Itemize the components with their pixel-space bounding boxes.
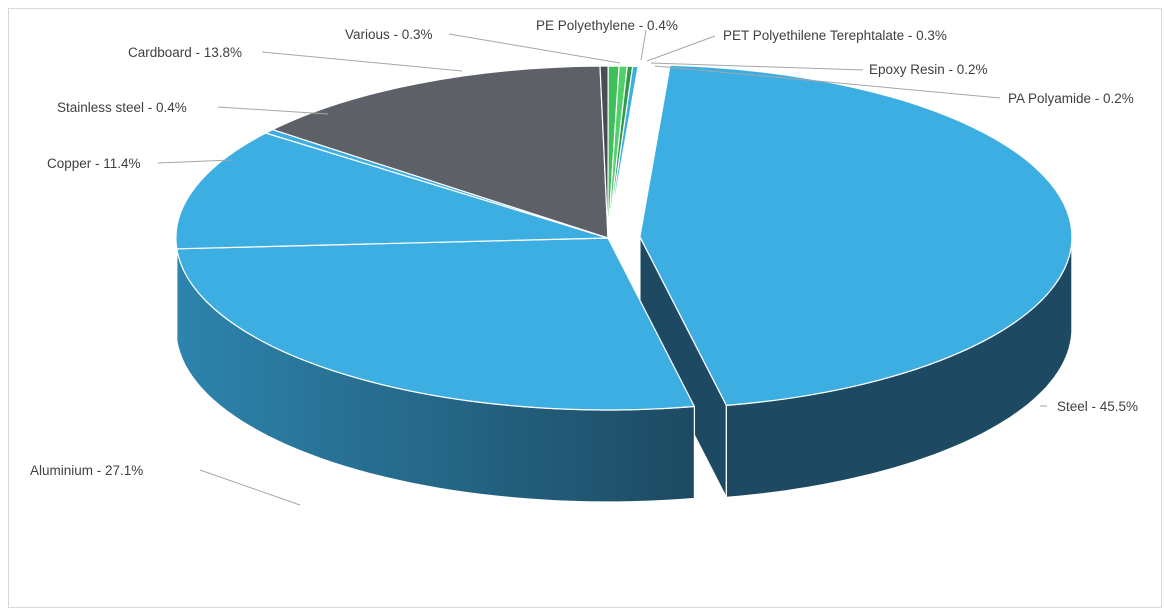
slice-label-pe-polyethylene: PE Polyethylene - 0.4% (536, 18, 678, 33)
slice-label-aluminium: Aluminium - 27.1% (30, 463, 143, 478)
leader-line-stainless-steel (217, 106, 329, 115)
slice-label-steel: Steel - 45.5% (1057, 399, 1138, 414)
leader-line-aluminium (199, 469, 301, 506)
leader-line-pet-polyethilene-terephtalate (646, 35, 716, 62)
slice-steel[interactable] (639, 64, 1073, 406)
slice-label-various: Various - 0.3% (345, 27, 433, 42)
slice-pa-polyamide[interactable] (607, 65, 639, 239)
leader-line-epoxy-resin (650, 62, 864, 71)
slice-cardboard[interactable] (272, 65, 609, 239)
slice-label-cardboard: Cardboard - 13.8% (128, 45, 242, 60)
slice-label-stainless-steel: Stainless steel - 0.4% (57, 100, 187, 115)
slice-labels: Steel - 45.5% Aluminium - 27.1% Copper - 1… (30, 18, 1138, 478)
pie-tops (175, 64, 1073, 411)
slice-aluminium[interactable] (176, 237, 695, 411)
slice-label-copper: Copper - 11.4% (47, 156, 141, 171)
leader-line-copper (157, 159, 233, 164)
slice-label-pa-polyamide: PA Polyamide - 0.2% (1008, 91, 1134, 106)
slice-label-pet-polyethilene-terephtalate: PET Polyethilene Terephtalate - 0.3% (723, 28, 947, 43)
leader-lines (157, 29, 1047, 506)
slice-label-epoxy-resin: Epoxy Resin - 0.2% (869, 62, 988, 77)
leader-line-cardboard (261, 51, 463, 72)
leader-line-various (448, 33, 621, 64)
leader-line-pa-polyamide (654, 65, 1001, 99)
leader-line-pe-polyethylene (640, 29, 647, 61)
slice-copper[interactable] (175, 132, 609, 250)
